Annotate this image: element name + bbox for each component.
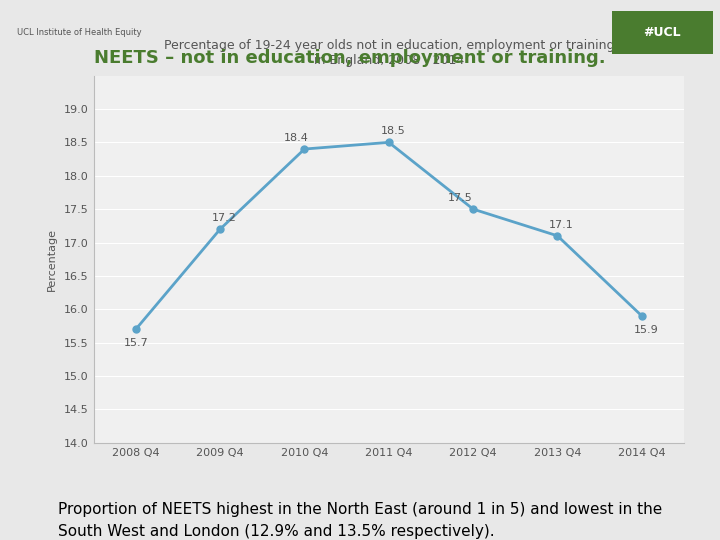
Y-axis label: Percentage: Percentage [47, 228, 57, 291]
Text: 15.7: 15.7 [123, 338, 148, 348]
Text: Proportion of NEETS highest in the North East (around 1 in 5) and lowest in the: Proportion of NEETS highest in the North… [58, 502, 662, 517]
Text: #UCL: #UCL [644, 26, 681, 39]
Title: Percentage of 19-24 year olds not in education, employment or training
in Englan: Percentage of 19-24 year olds not in edu… [163, 39, 614, 68]
Text: 17.5: 17.5 [448, 193, 473, 203]
Text: 15.9: 15.9 [634, 325, 658, 335]
Text: 17.2: 17.2 [212, 213, 237, 223]
Text: 18.4: 18.4 [284, 133, 308, 143]
Text: 18.5: 18.5 [381, 126, 405, 137]
Text: 17.1: 17.1 [549, 220, 574, 230]
Text: NEETS – not in education, employment or training.: NEETS – not in education, employment or … [94, 49, 606, 66]
Text: South West and London (12.9% and 13.5% respectively).: South West and London (12.9% and 13.5% r… [58, 524, 494, 539]
Text: UCL Institute of Health Equity: UCL Institute of Health Equity [17, 28, 142, 37]
